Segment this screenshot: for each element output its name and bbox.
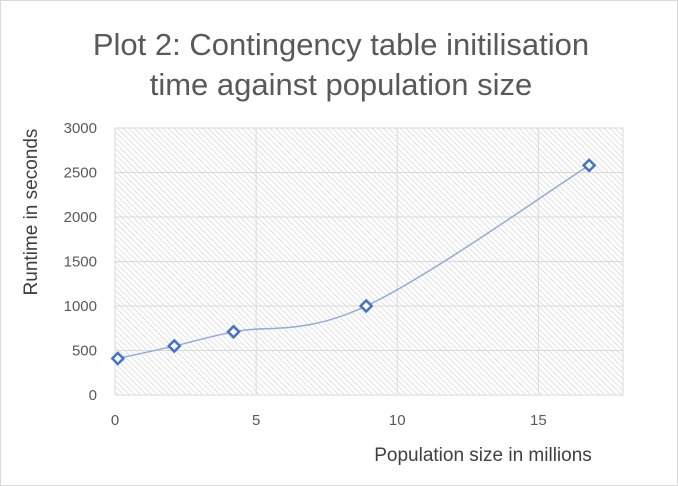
y-axis-label: Runtime in seconds (21, 129, 42, 296)
x-tick-label: 5 (252, 412, 260, 429)
y-tick-label: 1000 (64, 298, 97, 315)
x-tick-label: 15 (530, 412, 547, 429)
gridlines (114, 127, 624, 396)
data-point-marker (110, 351, 126, 366)
data-point-marker (226, 324, 241, 340)
data-point-marker (581, 158, 597, 173)
data-point-marker (358, 298, 374, 314)
chart-title-line-2: time against population size (149, 67, 533, 102)
chart-title-line-1: Plot 2: Contingency table initilisation (92, 27, 590, 62)
y-tick-label: 3000 (64, 120, 97, 137)
y-tick-label: 0 (89, 387, 97, 404)
y-tick-label: 1500 (64, 254, 97, 271)
x-axis-label: Population size in millions (374, 445, 592, 466)
y-tick-label: 2000 (64, 209, 97, 226)
x-tick-label: 10 (389, 412, 406, 429)
x-tick-label: 0 (111, 412, 119, 429)
y-tick-label: 500 (72, 343, 97, 360)
y-tick-label: 2500 (64, 165, 97, 182)
tick-labels: 0 500 1000 1500 2000 2500 3000 0 5 10 15 (64, 120, 547, 429)
data-point-marker (166, 338, 182, 354)
series-points (110, 158, 597, 366)
chart-title: Plot 2: Contingency table initilisation … (61, 25, 621, 105)
